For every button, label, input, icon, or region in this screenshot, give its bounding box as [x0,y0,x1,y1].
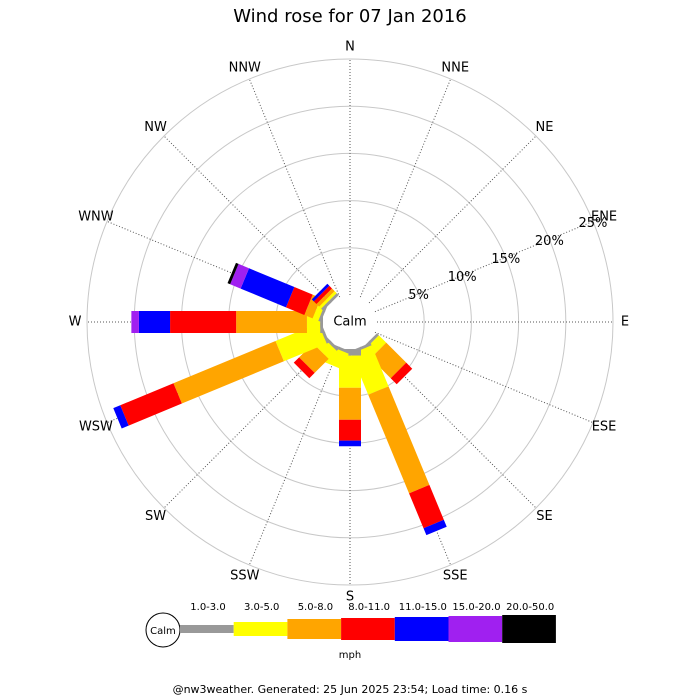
direction-label: E [621,315,629,330]
footer: @nw3weather. Generated: 25 Jun 2025 23:5… [173,683,528,696]
spoke [374,331,594,424]
direction-label: S [346,590,354,605]
bar-segment [120,383,182,426]
spoke [368,135,537,304]
legend-label: 8.0-11.0 [348,602,390,613]
legend-label: 1.0-3.0 [190,602,225,613]
bar-segment [170,311,237,333]
bar-segment [293,357,315,379]
bar-segment [236,311,307,333]
bar-segment [390,362,413,385]
bar-segment [321,293,339,311]
bar-segment [339,440,361,447]
direction-label: NNW [229,60,261,75]
spoke [163,135,332,304]
direction-label: NW [144,120,167,135]
legend-label: 5.0-8.0 [298,602,333,613]
bar-segment [227,262,239,285]
direction-label: SSW [230,569,260,584]
direction-label: W [69,315,82,330]
ring [86,58,614,586]
spoke [374,220,594,313]
legend-label: 11.0-15.0 [399,602,447,613]
legend-swatch [287,619,342,639]
bar-segment [409,484,444,529]
legend-calm-label: Calm [150,626,176,637]
direction-label: NE [535,120,553,135]
r-tick-label: 10% [448,270,477,285]
legend-swatch [448,616,503,642]
direction-label: ENE [591,209,617,224]
bar-segment [138,311,171,333]
r-tick-label: 25% [579,216,608,231]
spoke [248,346,341,566]
direction-label: SSE [443,569,468,584]
r-tick-label: 20% [535,234,564,249]
r-tick-label: 15% [491,252,520,267]
bar-segment [240,268,295,308]
direction-label: WNW [78,209,114,224]
bar-segment [368,386,430,494]
legend-swatch [180,625,234,633]
bar-segment [313,285,333,305]
bar-segment [113,405,129,429]
bar-segment [131,311,139,333]
bar-segment [285,287,313,315]
calm-label: Calm [333,315,366,330]
direction-label: N [345,40,355,55]
legend-swatch [502,615,556,643]
bar-segment [339,387,361,420]
bar-segment [319,291,337,309]
bar-segment [316,288,335,307]
legend-swatch [233,622,288,636]
spoke [359,78,452,298]
direction-label: SE [536,509,552,524]
bar-segment [173,340,284,404]
legend-label: 3.0-5.0 [244,602,279,613]
bar-segment [230,263,250,289]
calm-circle [324,296,376,348]
direction-label: WSW [79,420,113,435]
unit-label: mph [339,650,361,661]
r-tick-label: 5% [408,288,429,303]
chart-title: Wind rose for 07 Jan 2016 [233,6,467,27]
legend-label: 20.0-50.0 [506,602,554,613]
spoke [248,78,341,298]
legend-swatch [341,618,395,640]
bar-segment [370,342,407,379]
direction-label: SW [145,509,166,524]
legend-label: 15.0-20.0 [452,602,500,613]
bar-segment [311,283,330,302]
legend-swatch [394,617,449,641]
direction-label: ESE [592,420,617,435]
direction-label: NNE [441,60,469,75]
bar-segment [339,419,361,441]
bar-segment [423,519,447,536]
